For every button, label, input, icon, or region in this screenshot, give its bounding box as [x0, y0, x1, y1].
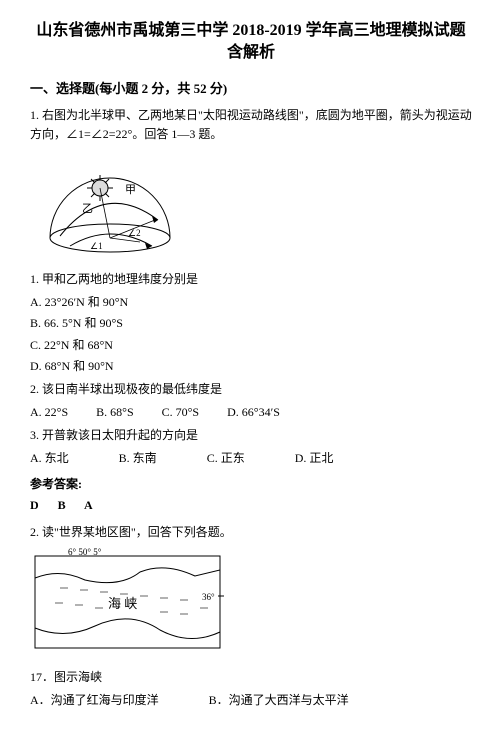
- q1-1-c: C. 22°N 和 68°N: [30, 336, 472, 355]
- q1-1-a: A. 23°26′N 和 90°N: [30, 293, 472, 312]
- q1-1-d: D. 68°N 和 90°N: [30, 357, 472, 376]
- svg-text:36°: 36°: [202, 592, 215, 602]
- answers-1-3: D B A: [30, 496, 472, 515]
- q17: 17．图示海峡: [30, 668, 472, 687]
- q1-3-b: B. 东南: [119, 449, 157, 468]
- svg-text:甲: 甲: [125, 184, 136, 196]
- q1-3: 3. 开普敦该日太阳升起的方向是: [30, 426, 472, 445]
- q1-3-c: C. 正东: [207, 449, 245, 468]
- svg-text:∠1: ∠1: [90, 241, 103, 251]
- q1-2-c: C. 70°S: [162, 403, 199, 422]
- svg-text:∠2: ∠2: [128, 228, 141, 238]
- sun-path-diagram: 甲 乙 ∠1 ∠2: [30, 150, 472, 260]
- q1-2-options: A. 22°S B. 68°S C. 70°S D. 66°34′S: [30, 403, 472, 422]
- svg-text:海 峡: 海 峡: [108, 596, 137, 611]
- q1-3-options: A. 东北 B. 东南 C. 正东 D. 正北: [30, 449, 472, 468]
- q1-2-a: A. 22°S: [30, 403, 68, 422]
- q1-stem: 1. 右图为北半球甲、乙两地某日"太阳视运动路线图"，底圆为地平圈，箭头为视运动…: [30, 106, 472, 144]
- world-region-map: 6° 50° 5° 海 峡 36°: [30, 548, 472, 658]
- q1-3-a: A. 东北: [30, 449, 69, 468]
- q1-1-b: B. 66. 5°N 和 90°S: [30, 314, 472, 333]
- q17-b: B．沟通了大西洋与太平洋: [209, 691, 349, 710]
- reference-answer-label: 参考答案:: [30, 475, 472, 494]
- q1-3-d: D. 正北: [295, 449, 334, 468]
- section-1-head: 一、选择题(每小题 2 分，共 52 分): [30, 79, 472, 100]
- q1-2: 2. 该日南半球出现极夜的最低纬度是: [30, 380, 472, 399]
- q1-2-d: D. 66°34′S: [227, 403, 280, 422]
- q17-a: A．沟通了红海与印度洋: [30, 691, 159, 710]
- q1-1: 1. 甲和乙两地的地理纬度分别是: [30, 270, 472, 289]
- q2-stem: 2. 读"世界某地区图"，回答下列各题。: [30, 523, 472, 542]
- page-title: 山东省德州市禹城第三中学 2018-2019 学年高三地理模拟试题含解析: [30, 20, 472, 65]
- q1-2-b: B. 68°S: [96, 403, 133, 422]
- q17-options: A．沟通了红海与印度洋 B．沟通了大西洋与太平洋: [30, 691, 472, 710]
- map-top-label: 6° 50° 5°: [68, 548, 102, 557]
- svg-text:乙: 乙: [82, 202, 93, 215]
